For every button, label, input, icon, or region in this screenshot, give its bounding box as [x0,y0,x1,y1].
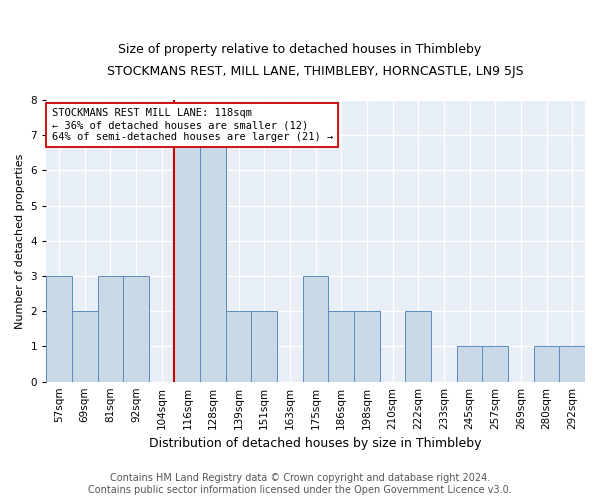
Text: Contains HM Land Registry data © Crown copyright and database right 2024.
Contai: Contains HM Land Registry data © Crown c… [88,474,512,495]
Bar [226,312,251,382]
Bar [251,312,277,382]
Bar [533,346,559,382]
Y-axis label: Number of detached properties: Number of detached properties [15,153,25,328]
Bar [559,346,585,382]
Bar [98,276,123,382]
Bar [457,346,482,382]
Bar [123,276,149,382]
Bar [303,276,328,382]
Title: STOCKMANS REST, MILL LANE, THIMBLEBY, HORNCASTLE, LN9 5JS: STOCKMANS REST, MILL LANE, THIMBLEBY, HO… [107,65,524,78]
Bar [46,276,72,382]
Bar [354,312,380,382]
Text: STOCKMANS REST MILL LANE: 118sqm
← 36% of detached houses are smaller (12)
64% o: STOCKMANS REST MILL LANE: 118sqm ← 36% o… [52,108,333,142]
Text: Size of property relative to detached houses in Thimbleby: Size of property relative to detached ho… [118,42,482,56]
Bar [406,312,431,382]
Bar [482,346,508,382]
Bar [72,312,98,382]
Bar [175,135,200,382]
Bar [200,135,226,382]
Bar [328,312,354,382]
X-axis label: Distribution of detached houses by size in Thimbleby: Distribution of detached houses by size … [149,437,482,450]
